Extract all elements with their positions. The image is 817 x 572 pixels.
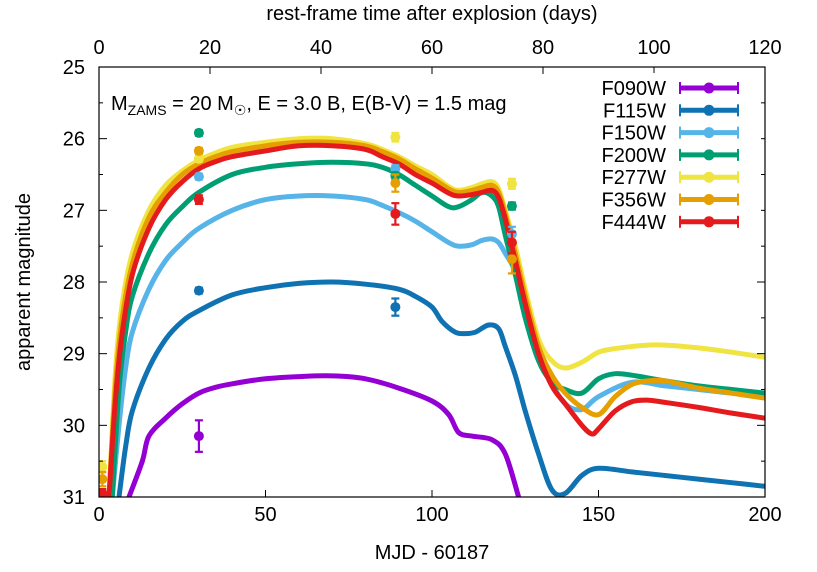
legend-label: F277W [602, 167, 667, 189]
data-marker [193, 171, 204, 182]
legend-marker [703, 104, 715, 116]
observation-point-f277w [506, 177, 517, 190]
legend-marker [703, 127, 715, 139]
observation-point-f444w [193, 194, 204, 205]
data-marker [390, 208, 401, 219]
x2-tick-label: 100 [637, 37, 670, 59]
legend-entry-f277w: F277W [602, 167, 739, 189]
legend-marker [703, 194, 715, 205]
legend-marker [703, 82, 715, 94]
legend-marker [703, 216, 715, 228]
sun-symbol: ☉ [234, 102, 247, 118]
legend-marker [703, 149, 715, 161]
data-marker [390, 178, 401, 189]
x2-tick-label: 120 [748, 37, 781, 59]
legend-entry-f356w: F356W [602, 190, 739, 212]
model-curve-f115w [116, 279, 765, 497]
observation-point-f115w [390, 297, 401, 317]
y-tick-label: 30 [63, 415, 85, 437]
annotation-subscript: ZAMS [128, 102, 167, 118]
x-axis-label: MJD - 60187 [375, 542, 490, 564]
observation-point-f277w [193, 153, 204, 164]
data-marker [99, 461, 108, 472]
observation-point-f444w [390, 202, 401, 226]
legend-label: F150W [602, 123, 667, 145]
x-tick-label: 150 [582, 504, 615, 526]
model-curve-f200w [109, 159, 765, 497]
data-marker [390, 302, 401, 313]
legend-label: F115W [603, 100, 666, 122]
observation-point-f356w [193, 145, 204, 156]
x2-tick-label: 60 [421, 37, 443, 59]
legend-marker [703, 171, 715, 183]
y-axis-label: apparent magnitude [13, 193, 35, 371]
x2-tick-label: 80 [532, 37, 554, 59]
legend-label: F356W [602, 190, 667, 212]
legend-entry-f090w: F090W [602, 78, 739, 100]
x2-tick-label: 40 [310, 37, 332, 59]
legend-entry-f200w: F200W [602, 145, 739, 167]
legend-label: F444W [602, 212, 667, 234]
x-tick-label: 200 [748, 504, 781, 526]
model-curve-f090w [126, 373, 522, 497]
legend-label: F200W [602, 145, 667, 167]
annotation-prefix: M [111, 93, 128, 115]
legend-entry-f115w: F115W [603, 100, 739, 122]
observation-point-f444w [506, 230, 517, 255]
data-marker [193, 285, 204, 296]
y-tick-label: 29 [63, 344, 85, 366]
x-tick-label: 100 [415, 504, 448, 526]
data-marker [193, 431, 204, 442]
axis-ticks: 0 50 100 150 200 0 20 40 60 80 100 120 25 26 27 28 29 30 3… [63, 37, 782, 526]
x-tick-label: 50 [254, 504, 276, 526]
observation-point-f277w [390, 131, 401, 143]
model-curve-f356w [106, 139, 765, 497]
annotation-suffix: , E = 3.0 B, E(B-V) = 1.5 mag [246, 93, 506, 115]
observation-point-f356w [99, 470, 108, 488]
observation-point-f200w [193, 127, 204, 138]
data-marker [506, 201, 517, 212]
data-marker [506, 254, 517, 265]
legend-entry-f444w: F444W [602, 212, 739, 234]
data-marker [193, 153, 204, 164]
x2-tick-label: 0 [93, 37, 104, 59]
data-marker [193, 127, 204, 138]
y-tick-label: 25 [63, 57, 85, 79]
y-tick-label: 27 [63, 200, 85, 222]
y-tick-label: 28 [63, 272, 85, 294]
y-tick-label: 31 [63, 487, 85, 509]
data-marker [99, 474, 108, 485]
data-marker [99, 488, 108, 497]
x-tick-label: 0 [93, 504, 104, 526]
data-marker [506, 178, 517, 189]
annotation-mass: = 20 M [167, 93, 234, 115]
x2-axis-label: rest-frame time after explosion (days) [266, 3, 597, 25]
observation-point-f356w [390, 173, 401, 193]
data-marker [506, 237, 517, 248]
observation-points [99, 127, 517, 497]
observation-point-f444w [99, 488, 108, 497]
model-curve-f444w [106, 142, 765, 497]
model-annotation: MZAMS = 20 M☉, E = 3.0 B, E(B-V) = 1.5 m… [111, 93, 507, 118]
observation-point-f115w [193, 285, 204, 296]
observation-point-f150w [193, 171, 204, 182]
y-tick-label: 26 [63, 129, 85, 151]
data-marker [193, 194, 204, 205]
legend-entry-f150w: F150W [602, 123, 739, 145]
data-marker [193, 145, 204, 156]
data-marker [390, 132, 401, 143]
model-curves [106, 135, 765, 497]
x2-tick-label: 20 [199, 37, 221, 59]
observation-point-f090w [193, 419, 204, 453]
observation-point-f200w [506, 201, 517, 212]
legend-label: F090W [602, 78, 667, 100]
